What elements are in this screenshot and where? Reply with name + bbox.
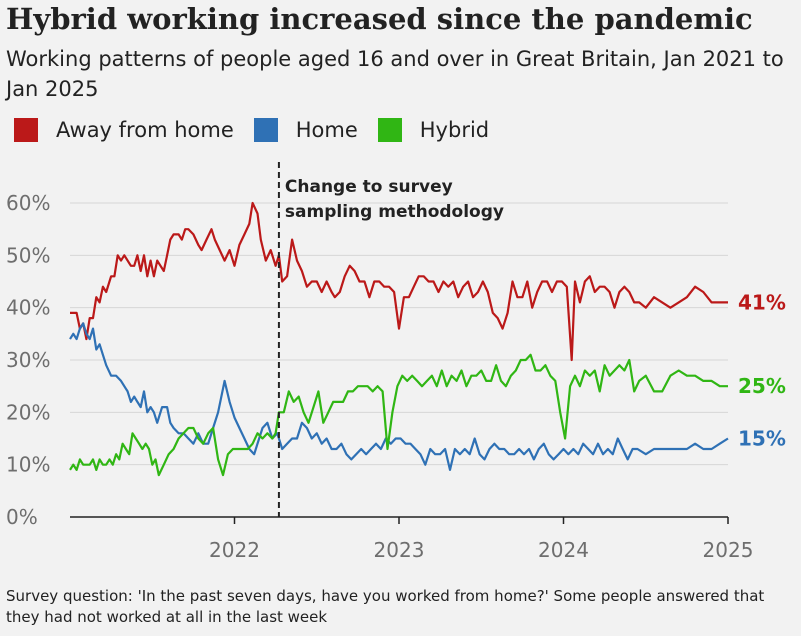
y-tick-label: 0% [6,505,38,529]
legend-swatch-hybrid [377,118,402,142]
end-label-hybrid: 25% [738,374,786,398]
y-tick-label: 30% [6,348,50,372]
series-line-away-from-home [70,201,728,362]
y-tick-label: 20% [6,400,50,424]
y-tick-label: 40% [6,296,50,320]
x-tick-label: 2024 [538,538,589,562]
end-label-away: 41% [738,290,786,314]
x-tick-label: 2025 [703,538,754,562]
y-tick-label: 60% [6,191,50,215]
legend-swatch-away [14,118,38,142]
y-tick-label: 10% [6,453,50,477]
footnote: Survey question: 'In the past seven days… [6,587,765,626]
x-tick-label: 2023 [374,538,425,562]
legend-label-away: Away from home [56,118,234,142]
chart-title: Hybrid working increased since the pande… [6,2,753,36]
legend-item-away: Away from home [14,118,234,142]
annotation-text-line1: Change to survey [285,177,453,197]
legend-item-home: Home [253,118,358,142]
legend-swatch-home [253,118,278,142]
chart-subtitle: Working patterns of people aged 16 and o… [6,47,784,101]
line-chart: 0% 10% 20% 30% 40% 50% 60% 2022 2023 2024 2025 Chan… [6,162,786,562]
legend-item-hybrid: Hybrid [377,118,490,142]
legend-label-home: Home [295,118,358,142]
legend: Away from home Home Hybrid [14,118,509,142]
legend-label-hybrid: Hybrid [419,118,490,142]
series-line-hybrid [69,353,728,477]
series-line-home [69,322,729,471]
y-tick-label: 50% [6,243,50,267]
annotation-text-line2: sampling methodology [285,202,504,222]
x-tick-label: 2022 [209,538,260,562]
end-label-home: 15% [738,427,786,451]
